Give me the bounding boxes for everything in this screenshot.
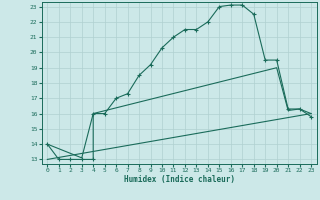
X-axis label: Humidex (Indice chaleur): Humidex (Indice chaleur) <box>124 175 235 184</box>
